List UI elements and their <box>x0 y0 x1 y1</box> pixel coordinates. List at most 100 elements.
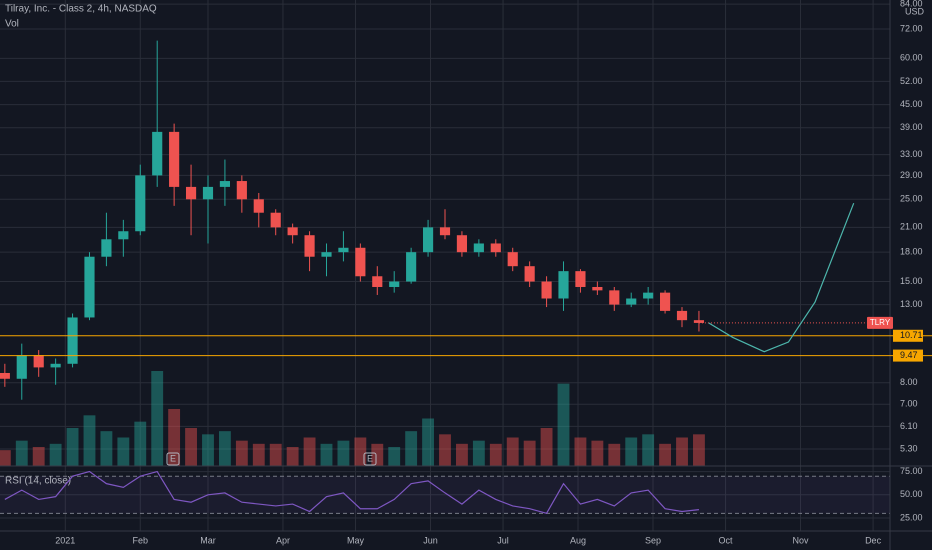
volume-bar <box>117 437 130 466</box>
hline-label-bg <box>893 329 923 342</box>
volume-bar <box>422 418 434 466</box>
volume-bar <box>151 371 164 466</box>
candle-body <box>355 247 366 277</box>
projection-line <box>708 202 855 353</box>
volume-bar <box>269 443 282 466</box>
rsi-band <box>0 476 890 514</box>
candle-body <box>406 252 417 282</box>
earnings-marker[interactable]: E <box>166 452 180 466</box>
plot <box>0 40 705 466</box>
y-tick-label: 72.00 <box>900 23 923 33</box>
candle-body <box>592 286 603 291</box>
y-tick-label: 13.00 <box>900 299 923 309</box>
volume-bar <box>506 437 519 466</box>
candle-body <box>321 252 332 257</box>
candle-body <box>558 271 569 299</box>
y-tick-label: 6.10 <box>900 421 918 431</box>
volume-bar <box>320 443 333 466</box>
candle-body <box>304 235 315 257</box>
volume-bar <box>218 431 231 466</box>
y-tick-label: 52.00 <box>900 76 923 86</box>
candle-body <box>422 227 434 253</box>
volume-bar <box>185 428 197 466</box>
volume-bar <box>286 447 299 466</box>
volume-label: Vol <box>5 19 19 30</box>
candle-body <box>524 266 535 282</box>
volume-bar <box>337 440 350 466</box>
volume-bar <box>134 421 147 466</box>
y-tick-label: 8.00 <box>900 377 918 387</box>
volume-bar <box>371 443 384 466</box>
volume-bar <box>100 431 113 466</box>
candle-body <box>219 181 230 187</box>
volume-bar <box>489 443 502 466</box>
hline-label-bg <box>893 349 923 362</box>
volume-bar <box>202 434 214 466</box>
volume-bar <box>456 443 468 466</box>
x-tick-label: Aug <box>570 535 586 545</box>
candle-body <box>643 292 654 299</box>
candle-body <box>626 298 637 305</box>
candle-body <box>541 281 552 299</box>
earnings-marker[interactable]: E <box>363 452 377 466</box>
symbol-label: TLRY <box>870 318 891 327</box>
volume-bar <box>693 434 705 466</box>
y-tick-label: 29.00 <box>900 170 923 180</box>
volume-bar <box>540 428 553 466</box>
y-tick-label: 60.00 <box>900 53 923 63</box>
symbol-label-bg <box>867 316 893 329</box>
candle-body <box>0 372 10 379</box>
volume-bar <box>15 440 28 466</box>
volume-bar <box>303 437 316 466</box>
y-tick-label: 7.00 <box>900 399 918 409</box>
candle-body <box>473 243 484 253</box>
volume-bar <box>574 437 587 466</box>
candle-body <box>693 320 705 323</box>
candle-body <box>67 317 78 364</box>
volume-bar <box>388 447 401 466</box>
x-tick-label: Jul <box>497 535 509 545</box>
volume-bar <box>66 428 79 466</box>
volume-bar <box>32 447 45 466</box>
candle-body <box>575 271 586 287</box>
y-tick-label: 45.00 <box>900 99 923 109</box>
x-tick-label: 2021 <box>55 535 75 545</box>
candle-body <box>507 252 518 267</box>
volume-bar <box>252 443 265 466</box>
x-tick-label: May <box>347 535 365 545</box>
y-tick-label: 25.00 <box>900 194 923 204</box>
candle-body <box>152 131 163 176</box>
candle-body <box>490 243 501 253</box>
volume-bar <box>168 409 181 466</box>
candle-body <box>101 239 112 257</box>
svg-text:E: E <box>367 453 373 463</box>
candle-body <box>84 256 95 318</box>
candle-body <box>16 355 27 379</box>
volume-bar <box>659 443 672 466</box>
volume-bar <box>354 437 367 466</box>
candle-body <box>236 181 247 200</box>
volume-bar <box>608 443 621 466</box>
volume-bar <box>0 450 11 466</box>
x-tick-label: Sep <box>645 535 661 545</box>
volume-bar <box>235 440 248 466</box>
volume-bar <box>472 440 485 466</box>
candle-body <box>185 186 197 200</box>
candle-body <box>270 212 281 228</box>
x-tick-label: Apr <box>276 535 290 545</box>
grid <box>0 0 890 531</box>
candle-body <box>33 355 44 368</box>
candle-body <box>338 247 349 253</box>
y-tick-label: 5.30 <box>900 443 918 453</box>
candle-body <box>389 281 400 287</box>
y-tick-label: 18.00 <box>900 247 923 257</box>
x-tick-label: Nov <box>793 535 810 545</box>
y-tick-label: 39.00 <box>900 122 923 132</box>
candle-body <box>202 186 214 200</box>
x-tick-label: Dec <box>865 535 882 545</box>
candle-body <box>135 175 146 232</box>
rsi-tick-label: 75.00 <box>900 466 923 476</box>
candle-body <box>253 199 264 213</box>
